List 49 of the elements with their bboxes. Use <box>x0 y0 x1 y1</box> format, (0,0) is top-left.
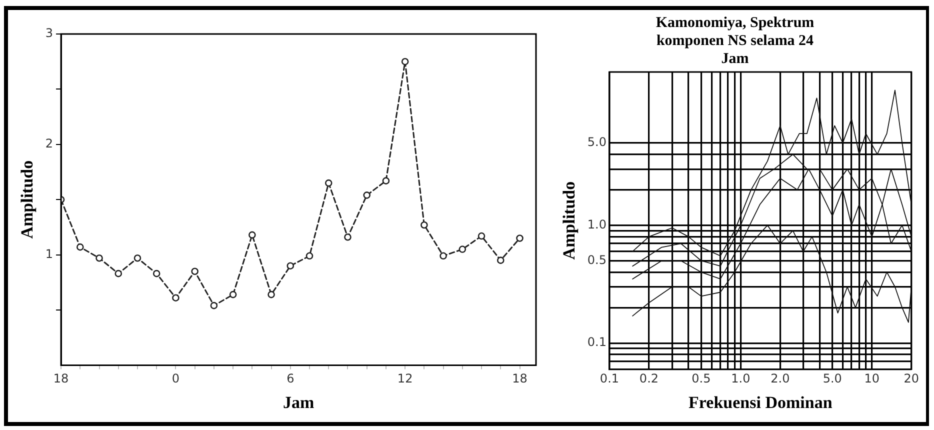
point <box>440 252 447 260</box>
point <box>268 290 275 298</box>
x-tick-label: 5.0 <box>822 372 842 386</box>
x-tick-label: 0.2 <box>639 372 659 386</box>
point <box>114 270 122 278</box>
point <box>172 294 180 302</box>
y-tick-label: 0.5 <box>587 252 606 267</box>
y-tick-label: 3 <box>45 26 54 40</box>
point <box>286 262 294 270</box>
x-tick-label: 20 <box>904 372 920 386</box>
point <box>516 234 524 242</box>
point <box>306 252 314 260</box>
x-tick-label: 2.0 <box>770 372 790 386</box>
x-axis-title: Jam <box>282 393 314 412</box>
point <box>401 58 409 66</box>
y-axis-title: Amplitudo <box>560 181 579 260</box>
point <box>96 254 103 262</box>
point <box>324 179 332 187</box>
x-tick-label: 10 <box>864 372 880 386</box>
point <box>229 290 237 298</box>
x-tick-label: 12 <box>397 372 413 386</box>
point <box>496 256 504 264</box>
y-tick-label: 1.0 <box>587 217 606 232</box>
x-axis-title: Frekuensi Dominan <box>688 393 833 412</box>
point <box>152 270 160 278</box>
y-tick-label: 0.1 <box>587 335 606 350</box>
point <box>210 302 218 310</box>
x-tick-label: 0 <box>172 372 180 386</box>
x-tick-label: 1.0 <box>731 372 750 386</box>
point <box>420 221 428 229</box>
y-tick-label: 1 <box>45 246 54 261</box>
point <box>478 232 486 240</box>
x-tick-label: 18 <box>512 372 528 386</box>
point <box>248 231 256 239</box>
point <box>76 243 84 251</box>
point <box>344 233 352 241</box>
y-tick-label: 5.0 <box>587 135 606 150</box>
x-tick-label: 6 <box>286 372 294 386</box>
point <box>382 177 390 184</box>
point <box>134 254 142 262</box>
x-tick-label: 0.5 <box>692 372 711 386</box>
point <box>191 268 198 276</box>
y-axis-title: Amplitudo <box>18 160 37 239</box>
point <box>363 192 370 199</box>
chart-title: Kamonomiya, Spektrum komponen NS selama 24 Jam <box>656 14 815 67</box>
y-tick-label: 2 <box>45 136 54 151</box>
x-tick-label: 18 <box>53 372 69 386</box>
x-tick-label: 0.1 <box>600 372 620 386</box>
point <box>458 246 466 253</box>
